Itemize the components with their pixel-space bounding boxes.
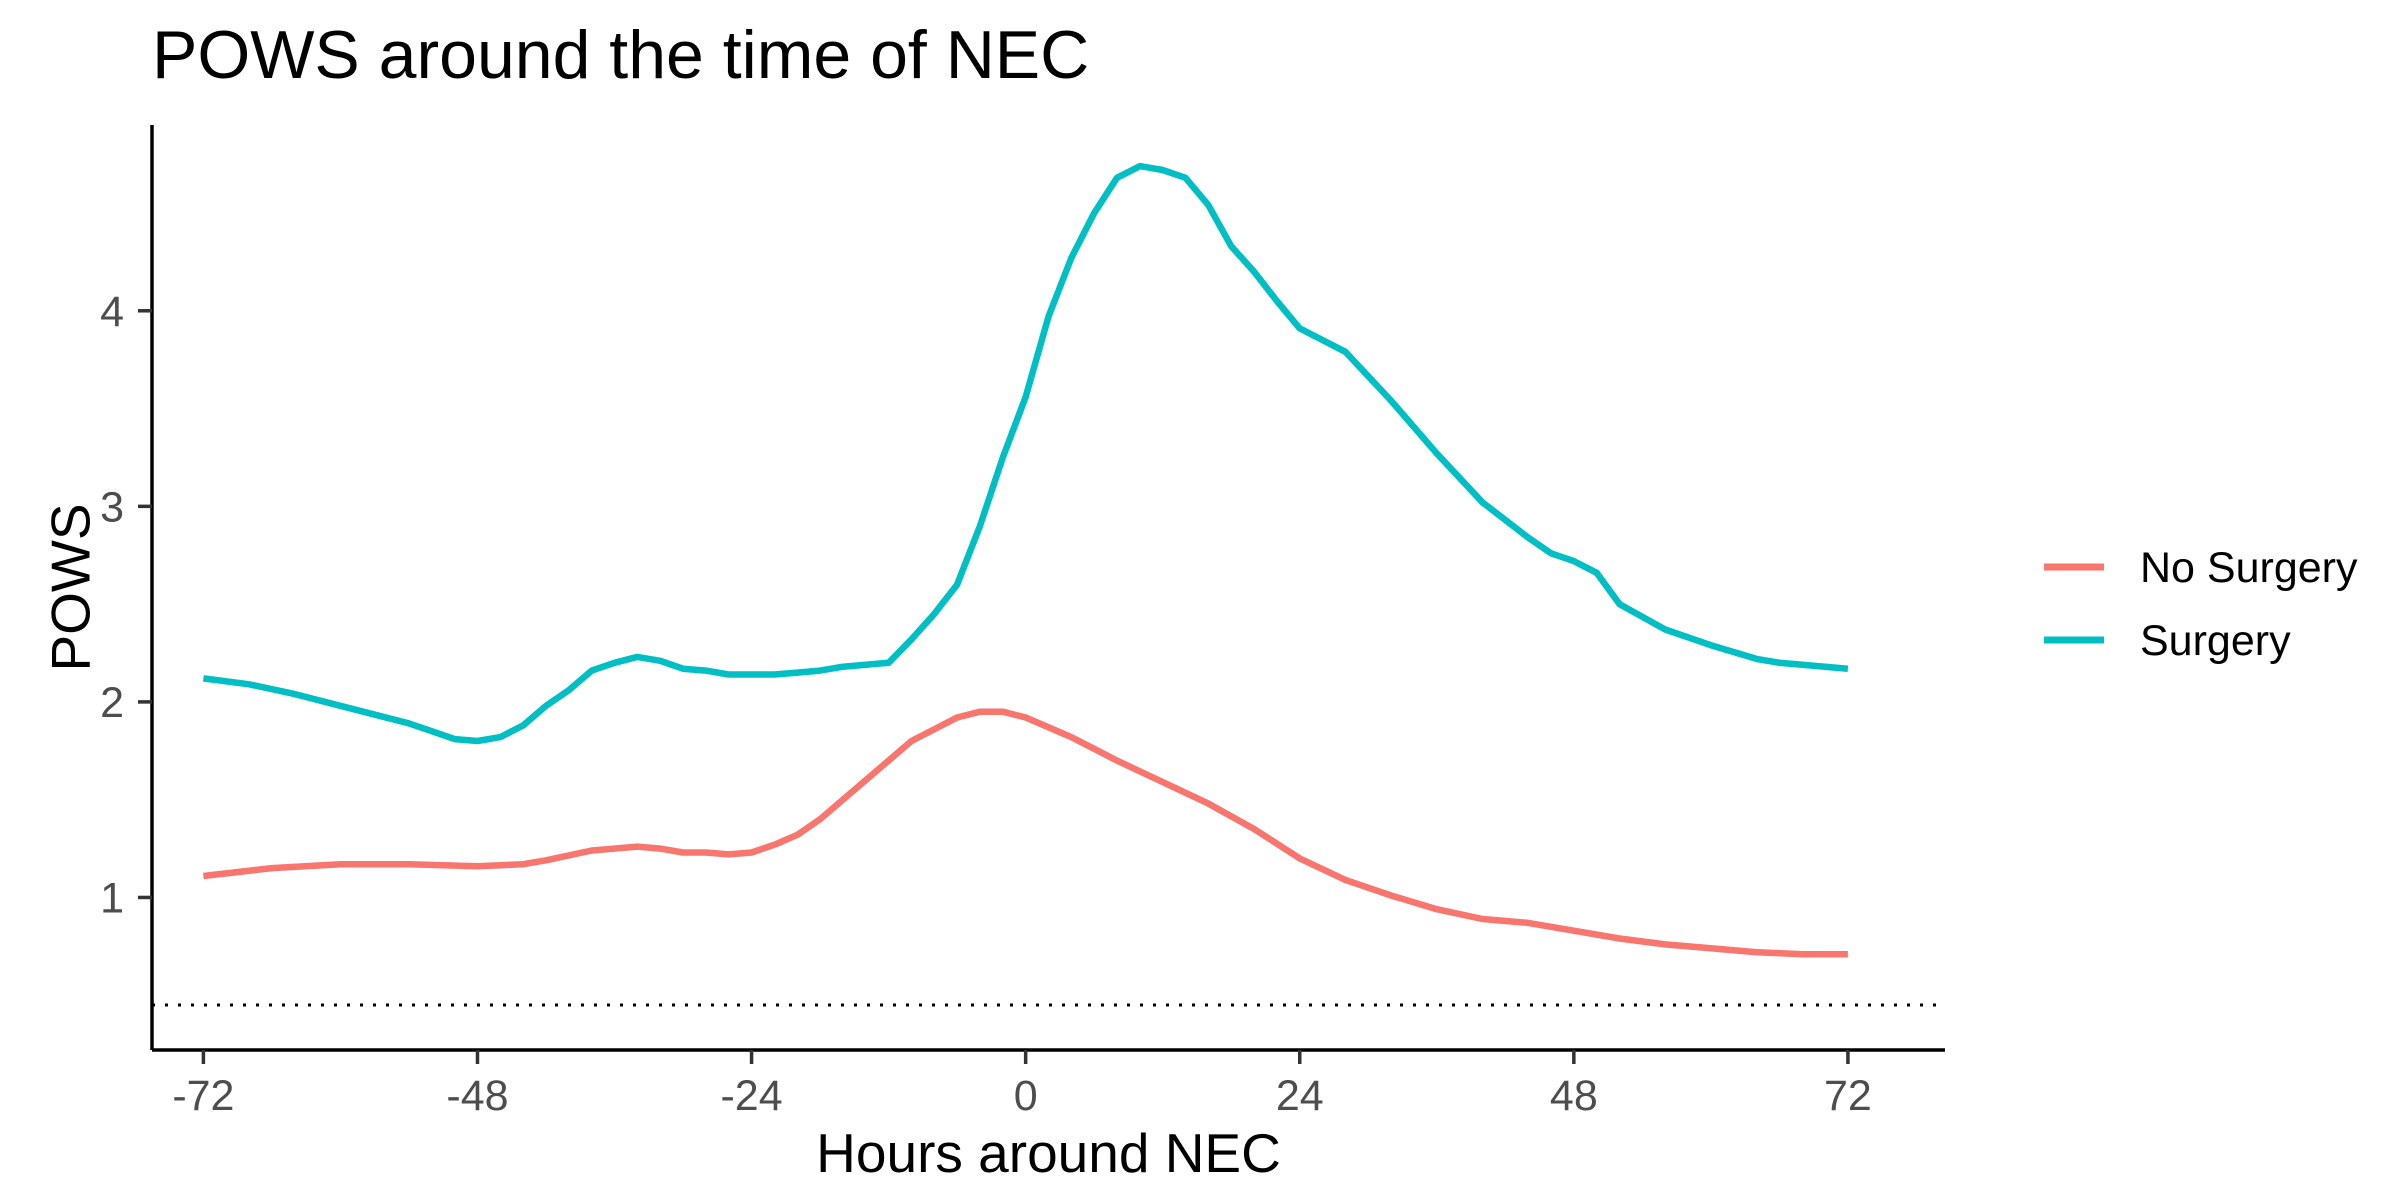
x-tick-label: -72 — [172, 1072, 234, 1120]
x-tick-label: -24 — [720, 1072, 782, 1120]
plot-area — [152, 162, 1945, 1007]
y-tick-label: 4 — [100, 288, 124, 336]
x-tick-label: 72 — [1824, 1072, 1872, 1120]
y-axis-title: POWS — [39, 503, 101, 671]
x-axis-title: Hours around NEC — [816, 1122, 1281, 1184]
legend-label: No Surgery — [2140, 544, 2358, 592]
legend: No Surgery Surgery — [2044, 544, 2358, 665]
x-tick-label: 0 — [1014, 1072, 1038, 1120]
y-tick-label: 3 — [100, 483, 124, 531]
chart-title: POWS around the time of NEC — [152, 17, 1089, 93]
series-line-no-surgery — [203, 708, 1848, 958]
series-line-surgery — [202, 162, 1849, 745]
x-axis: -72 -48 -24 0 24 48 72 — [172, 1050, 1872, 1120]
x-tick-label: 48 — [1550, 1072, 1598, 1120]
y-axis: 1 2 3 4 — [100, 288, 152, 922]
y-tick-label: 1 — [100, 874, 124, 922]
y-tick-label: 2 — [100, 679, 124, 727]
legend-label: Surgery — [2140, 617, 2291, 665]
x-tick-label: 24 — [1276, 1072, 1324, 1120]
x-tick-label: -48 — [446, 1072, 508, 1120]
